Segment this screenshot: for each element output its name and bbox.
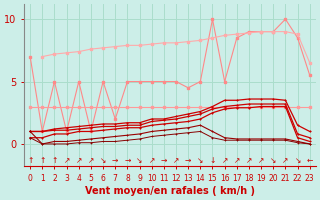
Text: ↗: ↗: [282, 156, 289, 165]
X-axis label: Vent moyen/en rafales ( km/h ): Vent moyen/en rafales ( km/h ): [85, 186, 255, 196]
Text: ↗: ↗: [246, 156, 252, 165]
Text: ↘: ↘: [197, 156, 204, 165]
Text: ↗: ↗: [88, 156, 94, 165]
Text: ↑: ↑: [39, 156, 45, 165]
Text: ↗: ↗: [63, 156, 70, 165]
Text: ↘: ↘: [136, 156, 143, 165]
Text: ↗: ↗: [258, 156, 264, 165]
Text: →: →: [124, 156, 131, 165]
Text: →: →: [161, 156, 167, 165]
Text: ↗: ↗: [173, 156, 179, 165]
Text: ↘: ↘: [294, 156, 301, 165]
Text: ↘: ↘: [270, 156, 276, 165]
Text: →: →: [185, 156, 191, 165]
Text: ↓: ↓: [209, 156, 216, 165]
Text: ↑: ↑: [27, 156, 33, 165]
Text: ↗: ↗: [76, 156, 82, 165]
Text: ↗: ↗: [234, 156, 240, 165]
Text: ↗: ↗: [148, 156, 155, 165]
Text: ↑: ↑: [51, 156, 58, 165]
Text: ↘: ↘: [100, 156, 106, 165]
Text: →: →: [112, 156, 118, 165]
Text: ↗: ↗: [221, 156, 228, 165]
Text: ←: ←: [307, 156, 313, 165]
